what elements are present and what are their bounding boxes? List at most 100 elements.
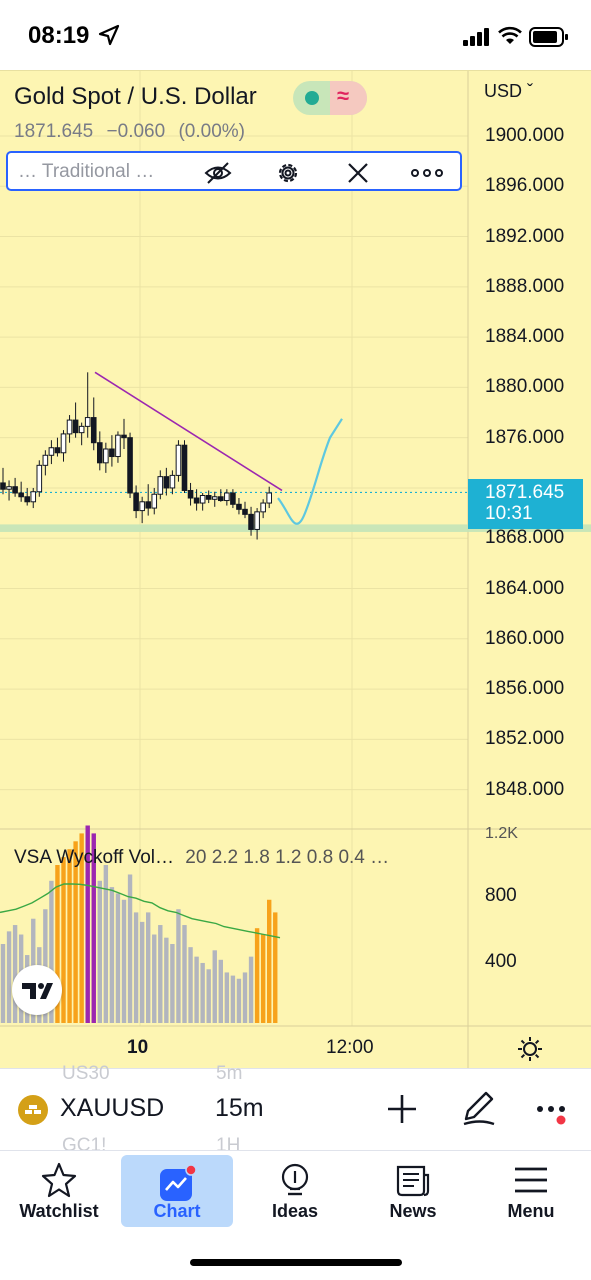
volume-bar bbox=[61, 857, 66, 1023]
add-icon[interactable] bbox=[385, 1092, 419, 1126]
volume-bar bbox=[12, 925, 18, 1023]
volume-indicator-name: VSA Wyckoff Vol… bbox=[14, 847, 174, 868]
volume-bar bbox=[260, 934, 266, 1023]
ghost-symbol: US30 bbox=[62, 1063, 110, 1084]
volume-bar bbox=[85, 825, 90, 1023]
tab-label: Watchlist bbox=[19, 1201, 99, 1221]
more-options-icon[interactable] bbox=[410, 159, 444, 187]
volume-bar bbox=[267, 899, 272, 1023]
candle-body bbox=[18, 492, 24, 498]
chart-area[interactable]: Gold Spot / U.S. Dollar ≈ 1871.645 −0.06… bbox=[0, 70, 591, 1069]
candle-body bbox=[48, 447, 55, 456]
volume-bar bbox=[158, 925, 163, 1023]
gold-bars-icon bbox=[18, 1095, 48, 1125]
tradingview-logo[interactable] bbox=[12, 965, 62, 1015]
candle-body bbox=[30, 491, 37, 503]
candle-body bbox=[103, 448, 109, 464]
close-icon[interactable] bbox=[344, 159, 372, 187]
tab-watchlist[interactable]: Watchlist bbox=[3, 1151, 115, 1223]
currency-selector[interactable]: USD ˇ bbox=[484, 81, 534, 101]
price-axis-label: 1888.000 bbox=[485, 275, 565, 297]
volume-indicator-legend[interactable]: VSA Wyckoff Vol… 20 2.2 1.8 1.2 0.8 0.4 … bbox=[14, 847, 395, 869]
volume-bar bbox=[97, 880, 102, 1023]
price-axis-label: 1884.000 bbox=[485, 326, 565, 348]
candle-body bbox=[24, 496, 30, 503]
symbol-row[interactable]: US30 5m GC1! 1H XAUUSD 15m bbox=[0, 1063, 591, 1156]
volume-bar bbox=[176, 909, 181, 1023]
current-price-tag: 1871.645 10:31 bbox=[468, 479, 583, 529]
candle-body bbox=[242, 508, 248, 515]
candle-body bbox=[109, 448, 115, 458]
candle-body bbox=[133, 492, 139, 512]
eye-hidden-icon[interactable] bbox=[204, 159, 232, 187]
candle-body bbox=[66, 419, 73, 435]
candle-body bbox=[199, 495, 206, 504]
candle-body bbox=[90, 417, 97, 444]
price-axis-label: 1880.000 bbox=[485, 376, 565, 398]
candle-body bbox=[187, 489, 194, 499]
drawing-pen-icon[interactable] bbox=[460, 1089, 498, 1127]
price-axis-label: 1896.000 bbox=[485, 175, 565, 197]
volume-bar bbox=[79, 833, 84, 1023]
volume-bar bbox=[109, 887, 115, 1023]
volume-bar bbox=[6, 931, 12, 1023]
candle-body bbox=[0, 482, 6, 490]
volume-bar bbox=[170, 944, 175, 1023]
more-dots-icon[interactable] bbox=[535, 1099, 569, 1129]
candle-body bbox=[157, 476, 164, 495]
cellular-signal-icon bbox=[463, 28, 489, 46]
tab-news[interactable]: News bbox=[357, 1151, 469, 1223]
tab-label: News bbox=[389, 1201, 437, 1221]
tab-label: Chart bbox=[153, 1201, 201, 1221]
volume-bar bbox=[91, 833, 96, 1023]
volume-bar bbox=[133, 912, 139, 1023]
chart-settings-icon[interactable] bbox=[516, 1035, 544, 1063]
symbol-picker[interactable]: XAUUSD bbox=[60, 1094, 165, 1122]
candle-body bbox=[230, 492, 236, 505]
volume-bar bbox=[73, 841, 78, 1023]
price-chart[interactable] bbox=[0, 71, 591, 1069]
candle-body bbox=[248, 513, 254, 530]
volume-bar bbox=[224, 972, 230, 1023]
settings-icon[interactable] bbox=[274, 159, 302, 187]
candle-body bbox=[54, 447, 61, 454]
candle-body bbox=[181, 444, 188, 491]
candle-body bbox=[60, 433, 67, 454]
lightbulb-icon bbox=[281, 1163, 309, 1196]
candle-body bbox=[139, 501, 145, 512]
trendline bbox=[94, 371, 283, 492]
tab-ideas[interactable]: Ideas bbox=[239, 1151, 351, 1223]
candle-body bbox=[260, 502, 266, 513]
volume-bar bbox=[212, 950, 217, 1023]
interval-picker[interactable]: 15m bbox=[215, 1094, 264, 1122]
candle-body bbox=[193, 497, 200, 504]
volume-bar bbox=[103, 865, 109, 1023]
candle-body bbox=[205, 495, 212, 500]
support-zone bbox=[0, 524, 468, 532]
volume-bar bbox=[194, 956, 199, 1023]
price-axis-label: 1868.000 bbox=[485, 527, 565, 549]
candle-body bbox=[266, 492, 272, 504]
price-axis-label: 1848.000 bbox=[485, 778, 565, 800]
tab-chart[interactable]: Chart bbox=[121, 1155, 233, 1227]
candle-body bbox=[97, 442, 103, 464]
candle-body bbox=[236, 503, 242, 510]
volume-bar bbox=[248, 956, 254, 1023]
volume-bar bbox=[0, 944, 6, 1023]
volume-bar bbox=[121, 899, 127, 1023]
tab-menu[interactable]: Menu bbox=[475, 1151, 587, 1223]
indicator-name[interactable]: … Traditional … bbox=[18, 161, 155, 182]
volume-bar bbox=[55, 865, 60, 1023]
candle-body bbox=[218, 496, 224, 502]
volume-ma-line bbox=[0, 883, 281, 939]
symbol-title[interactable]: Gold Spot / U.S. Dollar bbox=[14, 83, 257, 110]
price-line: 1871.645 −0.060 (0.00%) bbox=[14, 121, 253, 143]
candle-body bbox=[78, 425, 85, 434]
volume-bar bbox=[236, 978, 242, 1023]
price-axis-label: 1864.000 bbox=[485, 577, 565, 599]
volume-bar bbox=[115, 893, 121, 1023]
indicator-toolbar[interactable]: … Traditional … bbox=[6, 151, 462, 191]
candle-body bbox=[6, 486, 12, 490]
volume-bar bbox=[254, 928, 260, 1023]
market-status-pill[interactable]: ≈ bbox=[293, 81, 367, 115]
